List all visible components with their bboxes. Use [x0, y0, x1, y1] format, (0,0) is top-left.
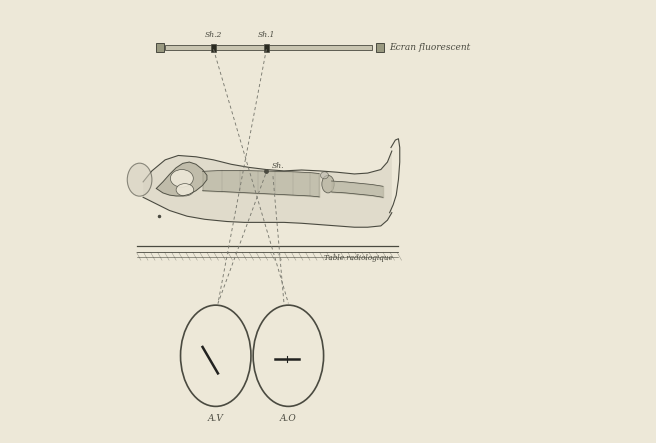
FancyBboxPatch shape [211, 44, 216, 51]
Ellipse shape [321, 172, 329, 179]
Text: Sh.2: Sh.2 [205, 31, 222, 39]
FancyBboxPatch shape [156, 43, 164, 52]
Ellipse shape [171, 170, 194, 187]
Polygon shape [143, 151, 392, 227]
FancyBboxPatch shape [264, 44, 269, 51]
FancyBboxPatch shape [165, 45, 372, 50]
Polygon shape [156, 162, 207, 196]
Ellipse shape [176, 184, 194, 196]
Text: Ecran fluorescent: Ecran fluorescent [390, 43, 471, 52]
Ellipse shape [127, 163, 152, 196]
Text: A.O: A.O [280, 414, 297, 424]
Text: Sh.1: Sh.1 [258, 31, 275, 39]
Ellipse shape [322, 175, 334, 193]
Text: Table radiologique: Table radiologique [323, 254, 392, 262]
Text: A.V: A.V [208, 414, 224, 424]
Text: Sh.: Sh. [272, 162, 284, 170]
FancyBboxPatch shape [376, 43, 384, 52]
